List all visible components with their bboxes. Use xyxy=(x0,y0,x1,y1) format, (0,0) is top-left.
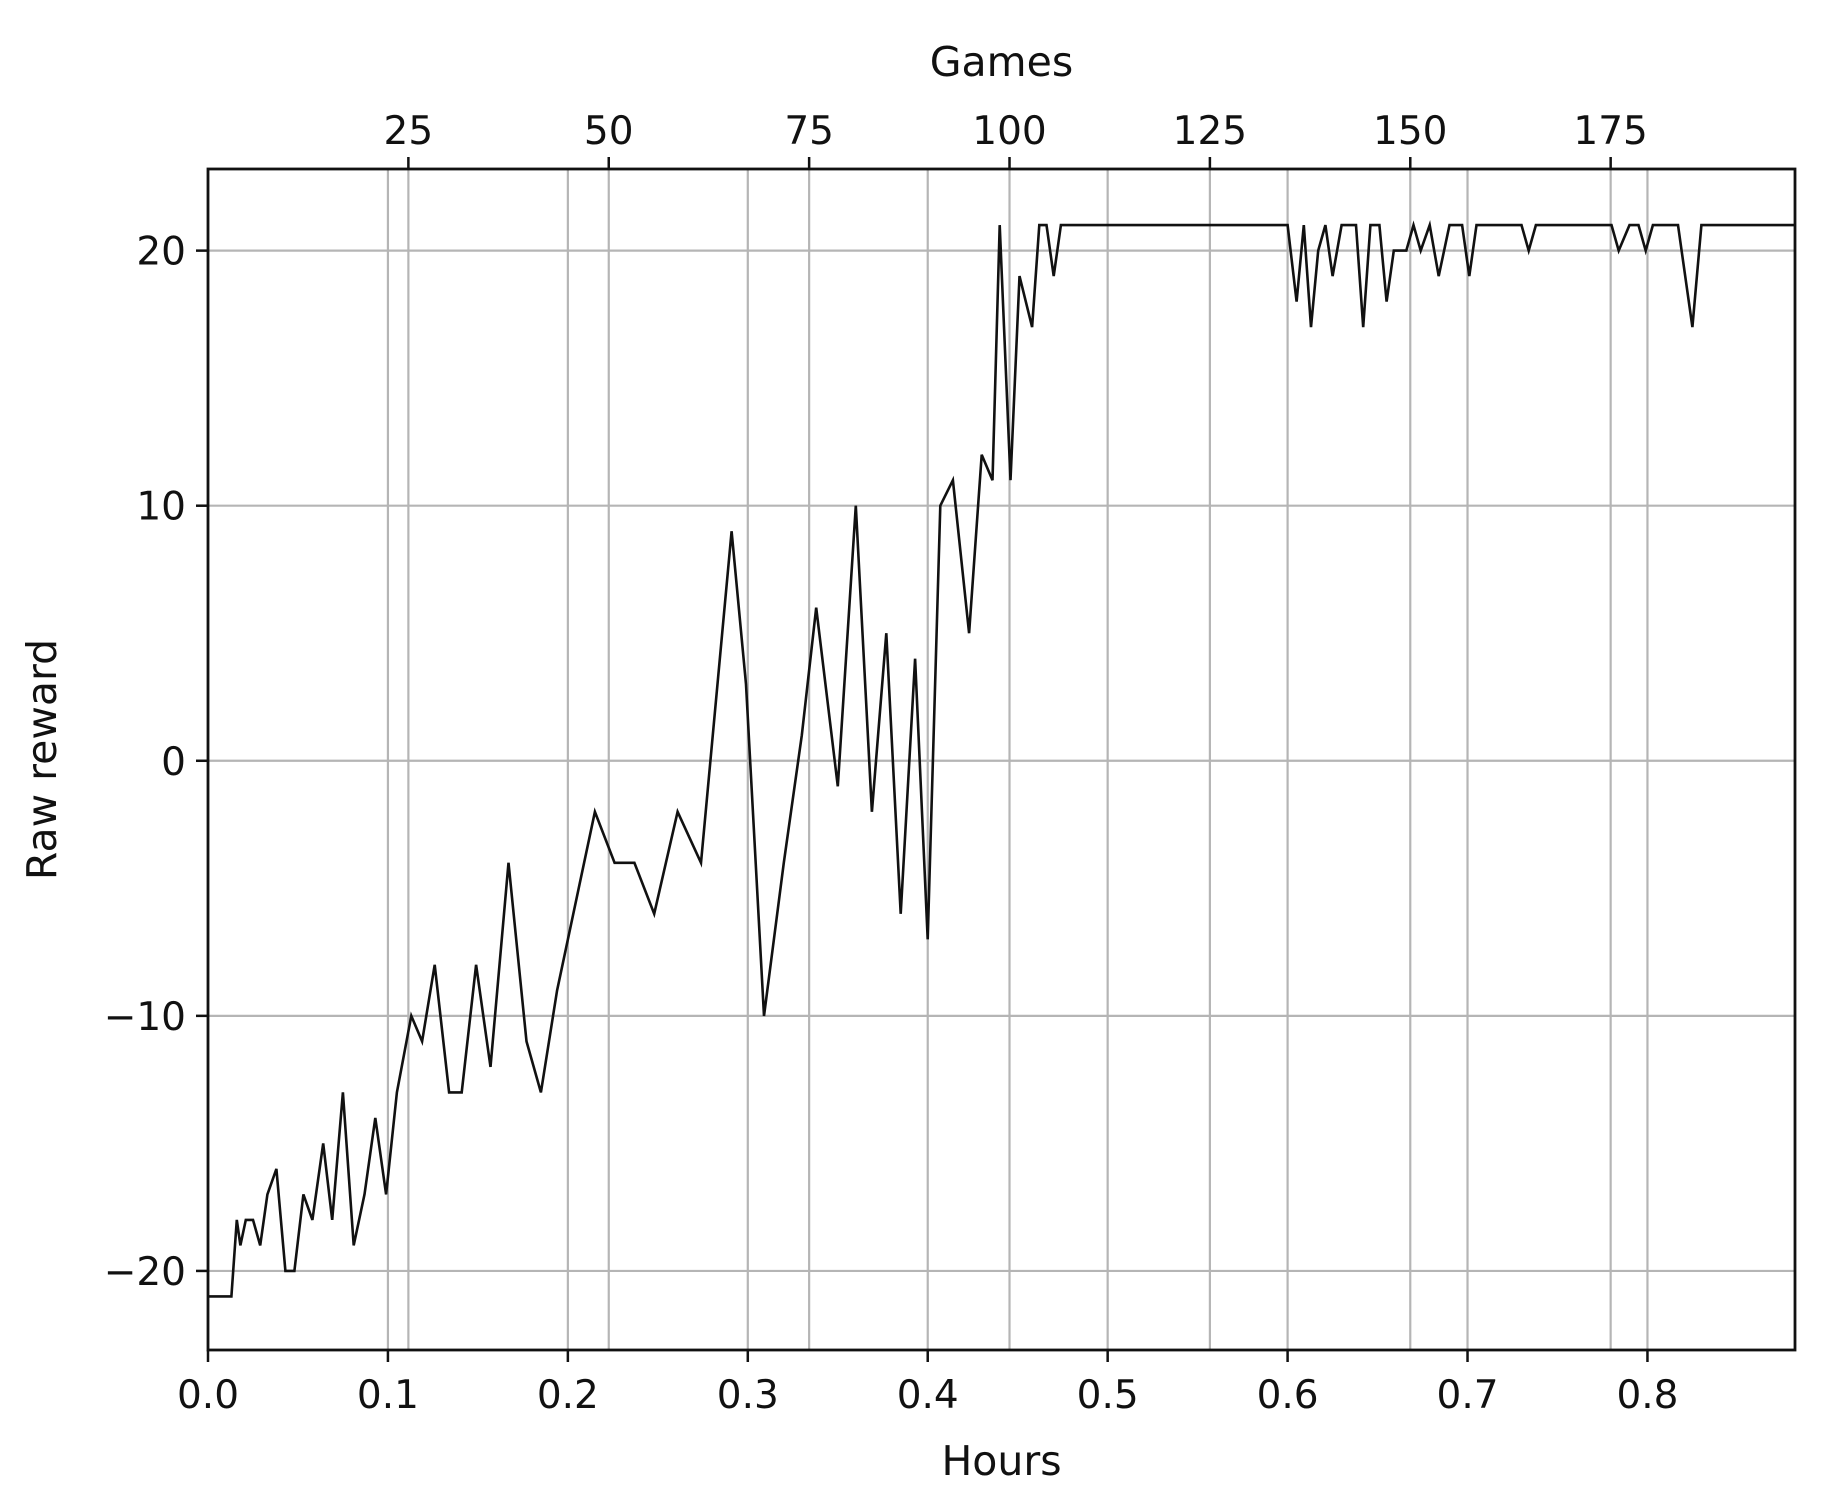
top-x-tick-label: 50 xyxy=(584,109,634,154)
top-x-tick-label: 25 xyxy=(384,109,434,154)
x-tick-label: 0.0 xyxy=(177,1373,239,1418)
top-x-tick-label: 175 xyxy=(1573,109,1647,154)
plot-area-frame xyxy=(206,167,1797,1352)
x-tick-label: 0.1 xyxy=(357,1373,419,1418)
y-axis-title: Raw reward xyxy=(18,639,66,880)
x-axis-title: Hours xyxy=(941,1437,1061,1485)
raw-reward-series-line xyxy=(208,220,1795,1298)
top-x-tick-label: 75 xyxy=(784,109,834,154)
y-tick-label: 0 xyxy=(161,740,186,785)
top-x-tick-label: 125 xyxy=(1173,109,1247,154)
top-x-tick-label: 100 xyxy=(972,109,1046,154)
top-x-tick-label: 150 xyxy=(1373,109,1447,154)
grid-lines xyxy=(206,169,1795,1350)
top-x-axis-title: Games xyxy=(930,38,1073,86)
x-tick-label: 0.5 xyxy=(1077,1373,1139,1418)
y-tick-label: −10 xyxy=(104,995,186,1040)
x-tick-label: 0.8 xyxy=(1616,1373,1678,1418)
x-tick-label: 0.2 xyxy=(537,1373,599,1418)
axis-ticks xyxy=(196,157,1649,1362)
y-tick-label: 20 xyxy=(136,230,186,275)
y-tick-label: −20 xyxy=(104,1250,186,1295)
x-tick-label: 0.3 xyxy=(717,1373,779,1418)
y-tick-label: 10 xyxy=(136,485,186,530)
tick-labels: 0.0 0.1 0.2 0.3 0.4 0.5 0.6 0.7 0.825 50 75 100 125 1… xyxy=(104,109,1679,1418)
x-tick-label: 0.4 xyxy=(897,1373,959,1418)
x-tick-label: 0.7 xyxy=(1437,1373,1499,1418)
x-tick-label: 0.6 xyxy=(1257,1373,1319,1418)
